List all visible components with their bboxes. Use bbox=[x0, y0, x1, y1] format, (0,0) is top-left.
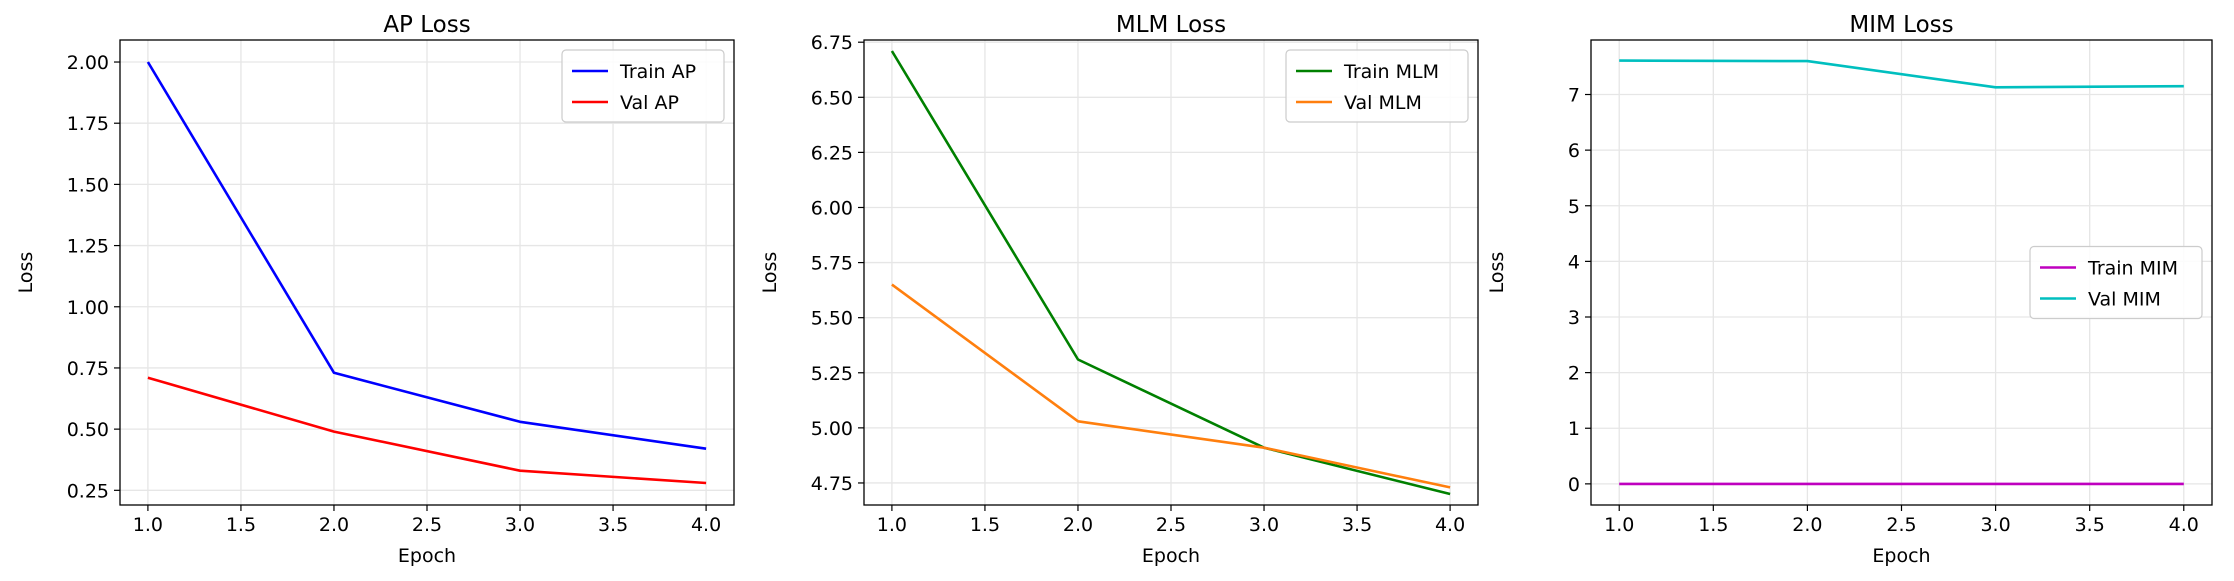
x-axis-label: Epoch bbox=[1872, 545, 1930, 567]
legend-label: Train MLM bbox=[1343, 61, 1439, 83]
chart-title: MLM Loss bbox=[1116, 12, 1226, 38]
y-tick-label: 1.00 bbox=[67, 297, 109, 319]
y-tick-label: 6.75 bbox=[811, 32, 853, 54]
series-line-val-mlm bbox=[891, 283, 1451, 489]
x-tick-label: 2.0 bbox=[319, 514, 349, 536]
chart-title: MIM Loss bbox=[1849, 12, 1953, 38]
y-tick-label: 1 bbox=[1568, 418, 1580, 440]
series-line-val-mim bbox=[1619, 59, 2184, 89]
series-line-val-ap bbox=[147, 376, 707, 485]
chart-panel-1: 1.0 1.5 2.0 2.5 3.0 3.5 4.0 0.25 0.50 0.75 1.00 1.2… bbox=[15, 12, 735, 567]
y-tick-label: 0.75 bbox=[67, 358, 109, 380]
y-tick-label: 1.50 bbox=[67, 174, 109, 196]
y-tick-label: 6.50 bbox=[811, 87, 853, 109]
x-tick-label: 2.5 bbox=[1886, 514, 1916, 536]
x-tick-label: 1.0 bbox=[133, 514, 163, 536]
y-tick-label: 4 bbox=[1568, 251, 1580, 273]
y-tick-label: 5 bbox=[1568, 196, 1580, 218]
legend-box bbox=[561, 49, 725, 123]
y-tick-label: 6 bbox=[1568, 140, 1580, 162]
chart-title: AP Loss bbox=[383, 12, 470, 38]
y-tick-label: 0.50 bbox=[67, 419, 109, 441]
x-tick-label: 4.0 bbox=[1435, 514, 1465, 536]
y-tick-label: 0 bbox=[1568, 474, 1580, 496]
legend-box bbox=[2029, 245, 2203, 320]
legend-label: Train AP bbox=[619, 61, 696, 83]
x-axis-label: Epoch bbox=[1142, 545, 1200, 567]
x-axis-label: Epoch bbox=[398, 545, 456, 567]
y-tick-label: 5.00 bbox=[811, 418, 853, 440]
y-tick-label: 3 bbox=[1568, 307, 1580, 329]
y-tick-label: 1.75 bbox=[67, 113, 109, 135]
x-tick-label: 2.0 bbox=[1792, 514, 1822, 536]
series-line-train-mlm bbox=[890, 50, 1451, 496]
x-tick-label: 3.5 bbox=[2075, 514, 2105, 536]
x-tick-label: 2.0 bbox=[1063, 514, 1093, 536]
legend: Train MIM Val MIM bbox=[2029, 245, 2203, 320]
legend-label: Train MIM bbox=[2087, 258, 2178, 280]
legend: Train MLM Val MLM bbox=[1285, 49, 1469, 123]
chart-panel-2: 1.0 1.5 2.0 2.5 3.0 3.5 4.0 4.75 5.00 5.25 5.50 5.7… bbox=[759, 12, 1479, 567]
y-tick-label: 0.25 bbox=[67, 480, 109, 502]
y-tick-label: 2 bbox=[1568, 363, 1580, 385]
x-tick-label: 3.0 bbox=[1249, 514, 1279, 536]
y-axis-label: Loss bbox=[1486, 252, 1508, 294]
y-axis-label: Loss bbox=[759, 252, 781, 294]
x-tick-label: 1.5 bbox=[226, 514, 256, 536]
x-tick-label: 1.5 bbox=[970, 514, 1000, 536]
y-tick-label: 4.75 bbox=[811, 473, 853, 495]
y-axis-label: Loss bbox=[15, 252, 37, 294]
legend-box bbox=[1285, 49, 1469, 123]
y-tick-label: 2.00 bbox=[67, 52, 109, 74]
legend-label: Val MIM bbox=[2088, 289, 2161, 311]
y-tick-label: 6.25 bbox=[811, 142, 853, 164]
x-tick-label: 3.5 bbox=[598, 514, 628, 536]
x-tick-label: 3.0 bbox=[1980, 514, 2010, 536]
y-tick-label: 5.75 bbox=[811, 253, 853, 275]
x-tick-label: 3.0 bbox=[505, 514, 535, 536]
y-tick-label: 7 bbox=[1568, 85, 1580, 107]
x-tick-label: 2.5 bbox=[412, 514, 442, 536]
y-tick-label: 6.00 bbox=[811, 197, 853, 219]
x-tick-label: 2.5 bbox=[1156, 514, 1186, 536]
y-tick-label: 1.25 bbox=[67, 236, 109, 258]
series-line-train-ap bbox=[146, 61, 707, 450]
chart-panel-3: 1.0 1.5 2.0 2.5 3.0 3.5 4.0 0 1 2 3 4 5 6 7 MIM Loss Epo… bbox=[1486, 12, 2213, 567]
legend-label: Val AP bbox=[620, 92, 679, 114]
x-tick-label: 4.0 bbox=[2169, 514, 2199, 536]
x-tick-label: 4.0 bbox=[691, 514, 721, 536]
y-tick-label: 5.25 bbox=[811, 363, 853, 385]
x-tick-label: 3.5 bbox=[1342, 514, 1372, 536]
legend: Train AP Val AP bbox=[561, 49, 725, 123]
x-tick-label: 1.0 bbox=[1604, 514, 1634, 536]
y-tick-label: 5.50 bbox=[811, 308, 853, 330]
x-tick-label: 1.5 bbox=[1698, 514, 1728, 536]
x-tick-label: 1.0 bbox=[877, 514, 907, 536]
legend-label: Val MLM bbox=[1344, 92, 1422, 114]
